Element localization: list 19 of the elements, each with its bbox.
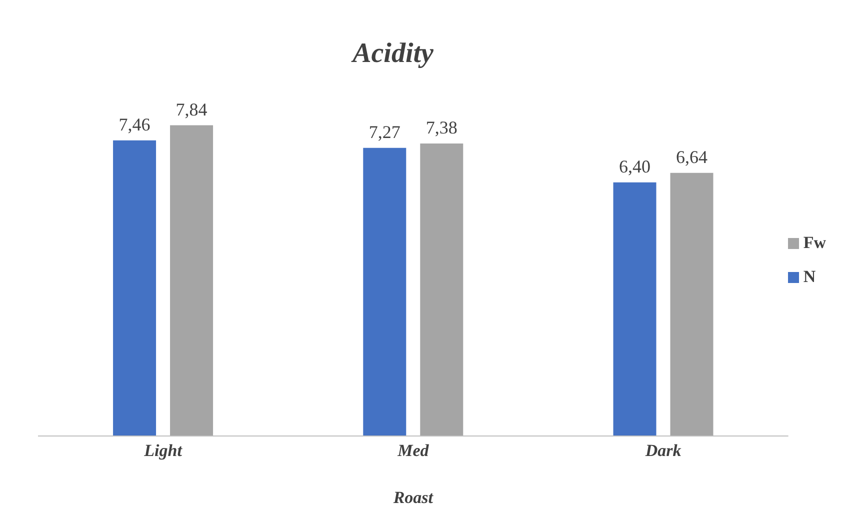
x-axis-title: Roast <box>392 488 434 507</box>
legend-label: N <box>803 266 816 286</box>
data-label: 7,84 <box>176 99 208 120</box>
x-tick-label: Light <box>143 441 184 460</box>
bar <box>170 125 214 436</box>
data-label: 7,38 <box>426 118 458 138</box>
bar <box>363 148 406 436</box>
data-label: 7,27 <box>368 122 400 142</box>
data-label: 6,40 <box>619 156 650 176</box>
bar <box>420 144 464 436</box>
chart-title: Acidity <box>350 38 434 70</box>
bar <box>613 182 656 436</box>
bar <box>670 172 714 436</box>
legend-label: Fw <box>803 232 826 252</box>
bar <box>113 140 156 436</box>
data-label: 7,46 <box>118 114 150 134</box>
x-tick-label: Dark <box>644 441 682 460</box>
x-tick-label: Med <box>396 441 430 460</box>
data-label: 6,64 <box>676 146 708 167</box>
